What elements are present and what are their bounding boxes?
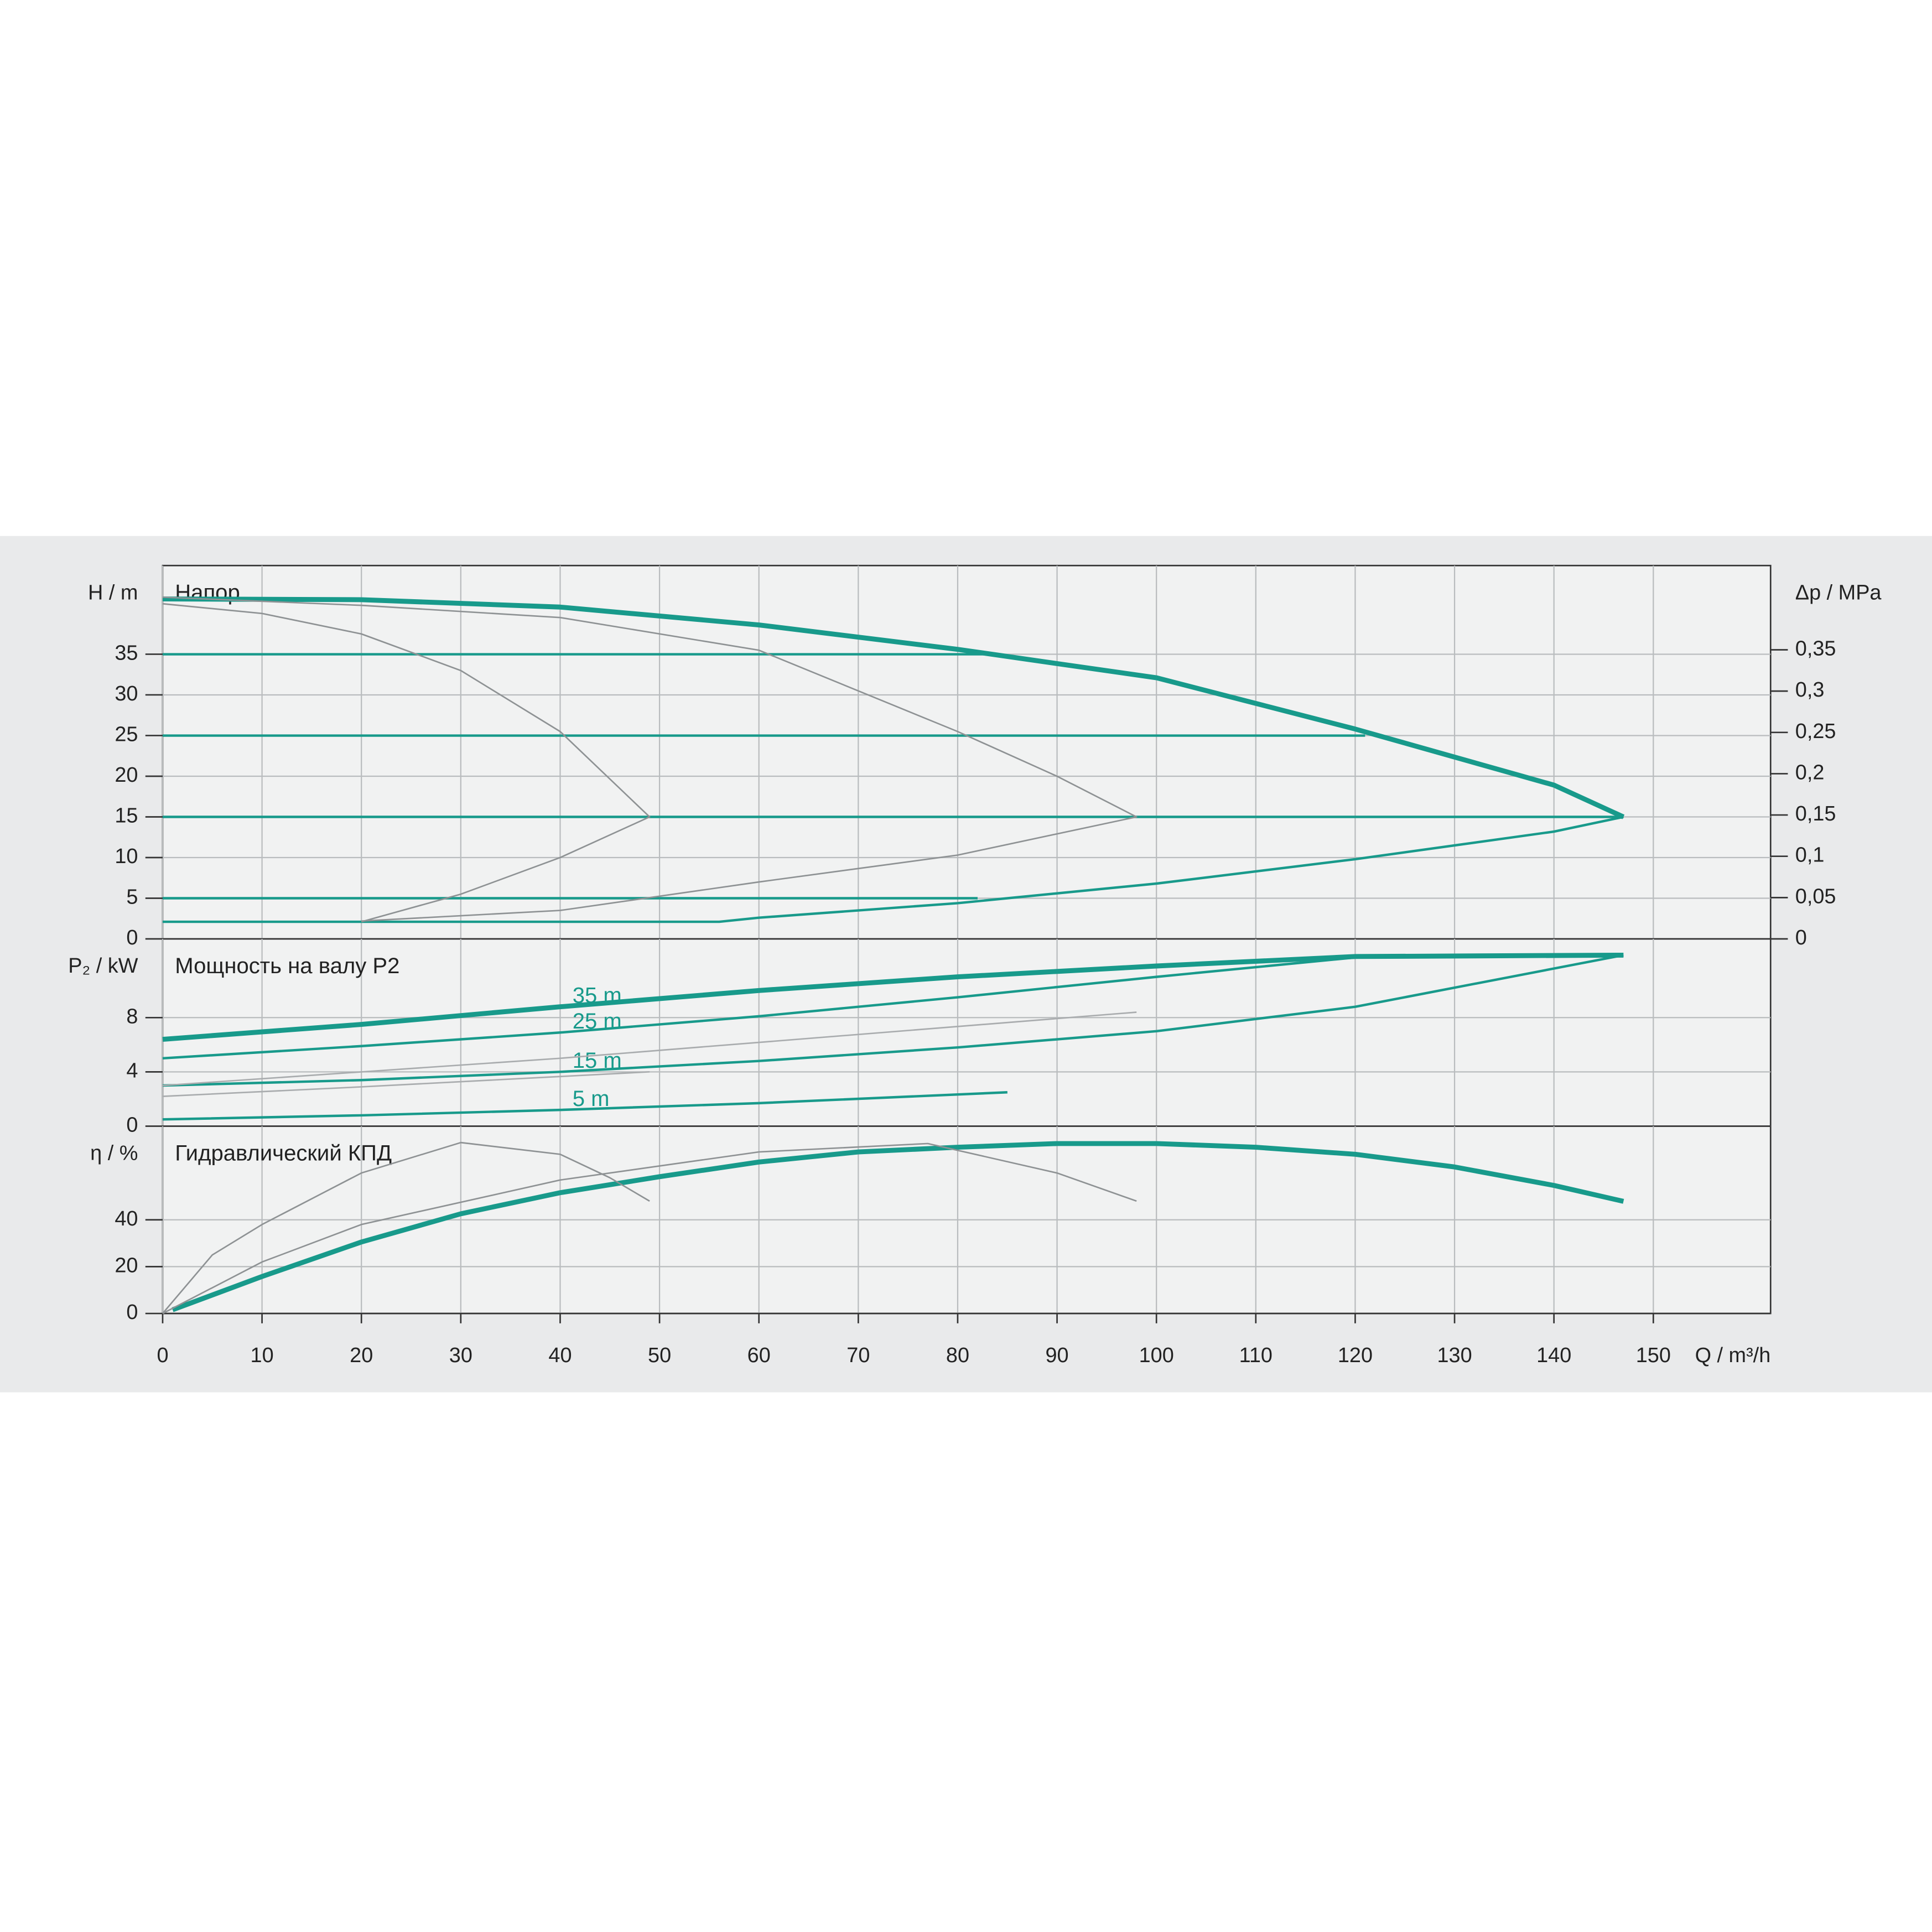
- x-tick-label: 150: [1636, 1344, 1671, 1367]
- y-axis-label: P₂ / kW: [68, 954, 138, 978]
- x-tick-label: 110: [1239, 1344, 1273, 1367]
- y-tick-label: 0: [126, 1301, 138, 1324]
- y-tick-label: 5: [126, 885, 138, 908]
- curve: [162, 1071, 650, 1097]
- curve-label: 25 m: [573, 1009, 622, 1033]
- x-tick-label: 90: [1046, 1344, 1069, 1367]
- curve: [162, 954, 1624, 1087]
- x-tick-label: 100: [1139, 1344, 1174, 1367]
- y-axis-label: H / m: [88, 581, 138, 604]
- y2-tick-label: 0,3: [1795, 678, 1825, 702]
- y-tick-label: 20: [115, 1254, 138, 1277]
- y-tick-label: 40: [115, 1207, 138, 1230]
- panel-title: Мощность на валу P2: [175, 954, 399, 978]
- x-tick-label: 60: [747, 1344, 771, 1367]
- curve-label: 35 m: [573, 983, 622, 1007]
- x-tick-label: 70: [846, 1344, 870, 1367]
- y2-tick-label: 0,25: [1795, 720, 1836, 743]
- y-axis-label: η / %: [90, 1142, 138, 1165]
- y-tick-label: 15: [115, 804, 138, 827]
- y-tick-label: 0: [126, 1114, 138, 1137]
- x-tick-label: 10: [251, 1344, 274, 1367]
- y2-tick-label: 0,35: [1795, 637, 1836, 660]
- y-tick-label: 20: [115, 764, 138, 787]
- y-tick-label: 4: [126, 1059, 138, 1082]
- curve: [162, 1011, 1137, 1087]
- curve: [162, 596, 1625, 819]
- curve: [162, 816, 1624, 923]
- y-tick-label: 25: [115, 723, 138, 746]
- curve: [172, 1141, 1624, 1312]
- curve: [162, 603, 651, 923]
- y2-axis-label: Δp / MPa: [1795, 581, 1882, 604]
- y2-tick-label: 0,05: [1795, 885, 1836, 908]
- y2-tick-label: 0: [1795, 926, 1807, 949]
- y-tick-label: 8: [126, 1005, 138, 1028]
- y2-tick-label: 0,2: [1795, 761, 1825, 784]
- x-tick-label: 40: [548, 1344, 572, 1367]
- curve: [162, 1142, 1137, 1315]
- curve: [162, 596, 1138, 922]
- curve-label: 5 m: [573, 1087, 610, 1111]
- x-tick-label: 20: [350, 1344, 373, 1367]
- y-tick-label: 35: [115, 641, 138, 664]
- y-tick-label: 0: [126, 926, 138, 949]
- curve: [162, 952, 1624, 1042]
- x-tick-label: 120: [1338, 1344, 1373, 1367]
- x-tick-label: 30: [449, 1344, 472, 1367]
- x-axis-label: Q / m³/h: [1695, 1344, 1771, 1367]
- x-tick-label: 80: [946, 1344, 969, 1367]
- panel-title: Гидравлический КПД: [175, 1141, 392, 1165]
- curve-label: 15 m: [573, 1048, 622, 1073]
- x-tick-label: 130: [1437, 1344, 1472, 1367]
- curve: [162, 955, 1365, 1060]
- y2-tick-label: 0,1: [1795, 844, 1825, 867]
- x-tick-label: 0: [157, 1344, 168, 1367]
- curve: [162, 1091, 1007, 1121]
- y-tick-label: 10: [115, 845, 138, 868]
- x-tick-label: 50: [648, 1344, 671, 1367]
- y2-tick-label: 0,15: [1795, 802, 1836, 825]
- x-tick-label: 140: [1536, 1344, 1571, 1367]
- y-tick-label: 30: [115, 682, 138, 705]
